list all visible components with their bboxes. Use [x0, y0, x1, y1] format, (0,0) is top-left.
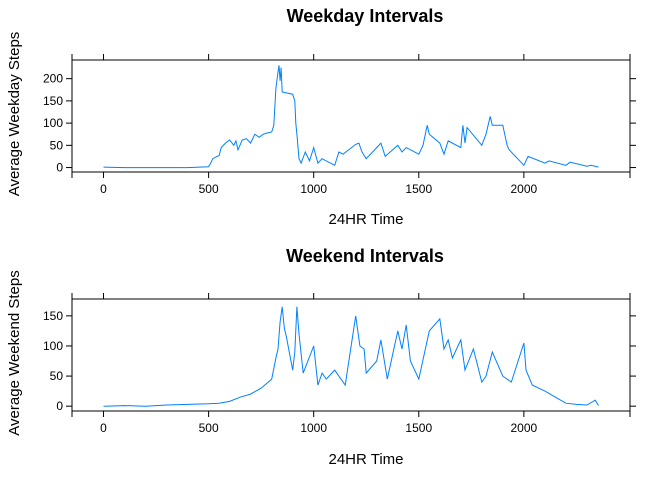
y-tick-label: 50 [50, 369, 64, 383]
panel-2: Weekend Intervals 0 500 1000 1500 2000 0 50 100 1… [6, 246, 636, 468]
y-axis-label: Average Weekend Steps [6, 270, 23, 435]
y-tick-label: 150 [43, 309, 63, 323]
x-tick-label: 2000 [511, 421, 538, 435]
plot-frame [71, 298, 631, 412]
x-tick-label: 2000 [511, 182, 538, 196]
x-tick-label: 1500 [405, 421, 432, 435]
x-axis-label: 24HR Time [328, 451, 403, 468]
y-tick-label: 0 [56, 399, 63, 413]
y-tick-label: 100 [43, 116, 63, 130]
x-tick-label: 1500 [405, 182, 432, 196]
plot-frame [71, 59, 631, 173]
x-tick-label: 500 [199, 421, 219, 435]
x-tick-label: 1000 [300, 182, 327, 196]
x-tick-label: 500 [199, 182, 219, 196]
series-line [103, 65, 599, 169]
y-axis-label: Average Weekday Steps [6, 32, 23, 197]
x-tick-label: 0 [100, 421, 107, 435]
y-tick-label: 150 [43, 94, 63, 108]
chart-title: Weekend Intervals [286, 246, 444, 266]
y-tick-label: 0 [56, 161, 63, 175]
y-tick-label: 200 [43, 72, 63, 86]
series-line [103, 306, 599, 407]
x-tick-label: 1000 [300, 421, 327, 435]
x-tick-label: 0 [100, 182, 107, 196]
x-axis-label: 24HR Time [328, 211, 403, 228]
y-tick-label: 50 [50, 138, 64, 152]
chart-title: Weekday Intervals [287, 6, 444, 26]
y-tick-label: 100 [43, 339, 63, 353]
panel-1: Weekday Intervals 0 500 1000 1500 2000 0 50 100 1… [6, 6, 636, 228]
